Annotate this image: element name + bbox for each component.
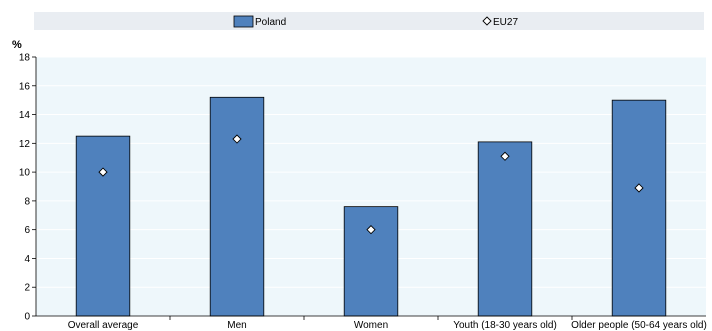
y-tick-label: 12 xyxy=(19,139,31,150)
bar-poland xyxy=(343,206,399,317)
bars xyxy=(75,96,667,317)
y-axis-unit-label: % xyxy=(12,39,22,51)
marker-eu27 xyxy=(500,151,510,161)
marker-eu27 xyxy=(366,225,376,235)
y-tick-label: 4 xyxy=(24,254,30,265)
x-tick-label: Women xyxy=(354,320,388,331)
y-tick-label: 2 xyxy=(24,283,30,294)
y-tick-label: 0 xyxy=(24,312,30,323)
y-axis-ticks: 0 2 4 6 8 10 12 14 16 18 xyxy=(19,53,36,323)
legend-swatch-poland xyxy=(233,15,254,28)
x-axis-labels: Overall average Men Women Youth (18-30 year… xyxy=(68,316,707,331)
marker-eu27 xyxy=(232,134,242,144)
legend-background xyxy=(34,12,704,30)
marker-eu27 xyxy=(634,183,644,193)
gridlines xyxy=(36,56,706,288)
y-tick-label: 18 xyxy=(19,53,31,64)
bar-poland xyxy=(75,135,131,317)
bar-poland xyxy=(611,99,667,317)
marker-eu27 xyxy=(98,167,108,177)
markers xyxy=(98,134,644,235)
y-tick-label: 8 xyxy=(24,196,30,207)
legend-label-eu27: EU27 xyxy=(493,17,518,28)
x-tick-label: Youth (18-30 years old) xyxy=(453,320,557,331)
x-tick-label: Older people (50-64 years old) xyxy=(571,320,707,331)
x-tick-label: Overall average xyxy=(68,320,139,331)
y-tick-label: 14 xyxy=(19,110,31,121)
y-tick-label: 16 xyxy=(19,81,31,92)
bar-poland xyxy=(209,96,265,317)
legend-marker-eu27 xyxy=(482,16,492,26)
y-tick-label: 10 xyxy=(19,168,31,179)
bar-poland xyxy=(477,141,533,317)
x-tick-label: Men xyxy=(227,320,246,331)
y-tick-label: 6 xyxy=(24,225,30,236)
legend-label-poland: Poland xyxy=(255,17,286,28)
